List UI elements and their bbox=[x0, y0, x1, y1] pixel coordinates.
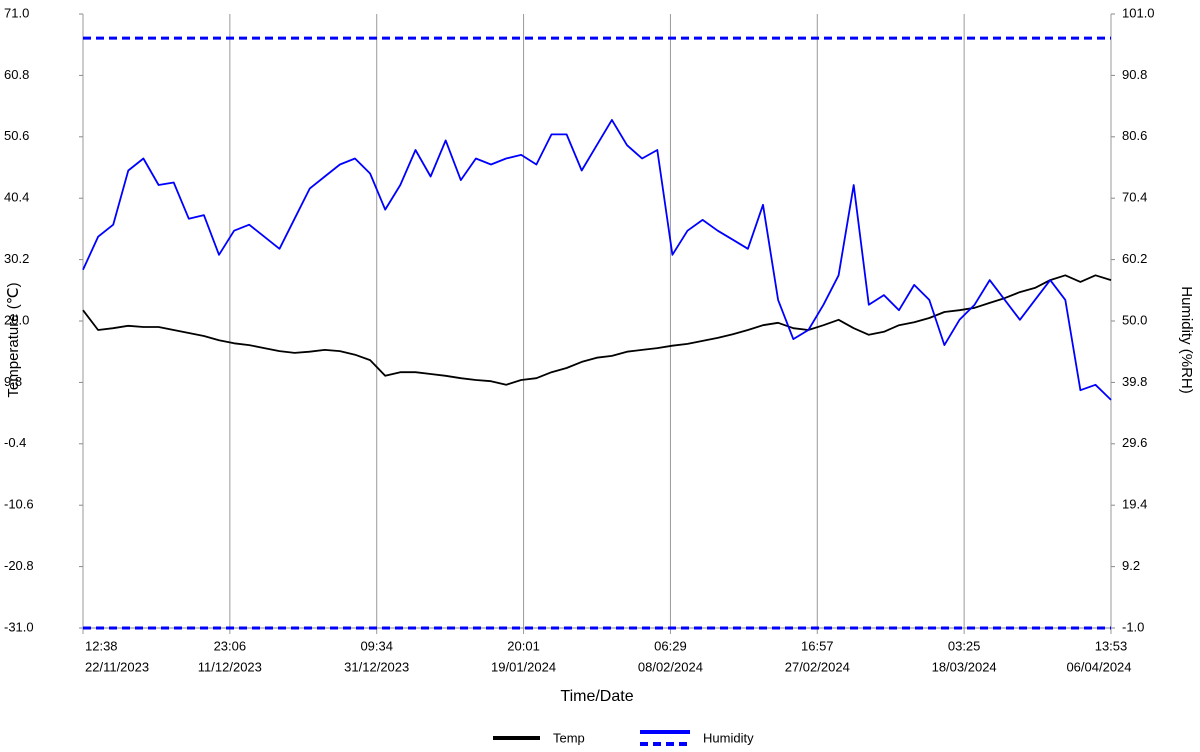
y-tick-label: 30.2 bbox=[4, 251, 29, 266]
x-axis-title: Time/Date bbox=[560, 688, 633, 705]
legend-label: Humidity bbox=[703, 730, 754, 745]
y-tick-label: 50.6 bbox=[4, 128, 29, 143]
y2-tick-label: 39.8 bbox=[1122, 374, 1147, 389]
x-tick-label: 13:53 bbox=[1095, 638, 1128, 653]
y-tick-label: -31.0 bbox=[4, 619, 34, 634]
y2-tick-label: 60.2 bbox=[1122, 251, 1147, 266]
x-tick-label: 19/01/2024 bbox=[491, 659, 556, 674]
x-tick-label: 12:38 bbox=[85, 638, 118, 653]
x-tick-label: 31/12/2023 bbox=[344, 659, 409, 674]
y2-tick-label: 101.0 bbox=[1122, 5, 1155, 20]
data-line bbox=[82, 119, 1112, 401]
x-tick-label: 08/02/2024 bbox=[638, 659, 703, 674]
y-tick-label: 40.4 bbox=[4, 190, 29, 205]
x-tick-label: 03:25 bbox=[948, 638, 981, 653]
y2-tick-label: -1.0 bbox=[1122, 619, 1144, 634]
x-tick-label: 09:34 bbox=[360, 638, 393, 653]
y2-tick-label: 80.6 bbox=[1122, 128, 1147, 143]
y-tick-label: 20.0 bbox=[4, 312, 29, 327]
x-tick-label: 20:01 bbox=[507, 638, 540, 653]
data-line bbox=[82, 274, 1112, 386]
x-tick-label: 11/12/2023 bbox=[198, 659, 262, 674]
x-tick-label: 16:57 bbox=[801, 638, 834, 653]
x-tick-label: 06/04/2024 bbox=[1066, 659, 1131, 674]
y-tick-label: -10.6 bbox=[4, 497, 34, 512]
y-tick-label: -20.8 bbox=[4, 558, 34, 573]
y2-tick-label: 19.4 bbox=[1122, 497, 1147, 512]
y2-tick-label: 29.6 bbox=[1122, 435, 1147, 450]
x-tick-label: 22/11/2023 bbox=[85, 659, 149, 674]
x-tick-label: 27/02/2024 bbox=[785, 659, 850, 674]
legend-label: Temp bbox=[553, 730, 585, 745]
x-tick-label: 06:29 bbox=[654, 638, 687, 653]
x-tick-label: 23:06 bbox=[214, 638, 247, 653]
y2-tick-label: 90.8 bbox=[1122, 67, 1147, 82]
y-axis-title: Temperature (℃) bbox=[5, 282, 22, 397]
y2-tick-label: 50.0 bbox=[1122, 312, 1147, 327]
y-tick-label: 9.8 bbox=[4, 374, 22, 389]
y-tick-label: 71.0 bbox=[4, 5, 29, 20]
y-tick-label: 60.8 bbox=[4, 67, 29, 82]
y-tick-label: -0.4 bbox=[4, 435, 26, 450]
y2-axis-title: Humidity (%RH) bbox=[1178, 286, 1195, 394]
y2-tick-label: 9.2 bbox=[1122, 558, 1140, 573]
y2-tick-label: 70.4 bbox=[1122, 190, 1147, 205]
x-tick-label: 18/03/2024 bbox=[932, 659, 997, 674]
